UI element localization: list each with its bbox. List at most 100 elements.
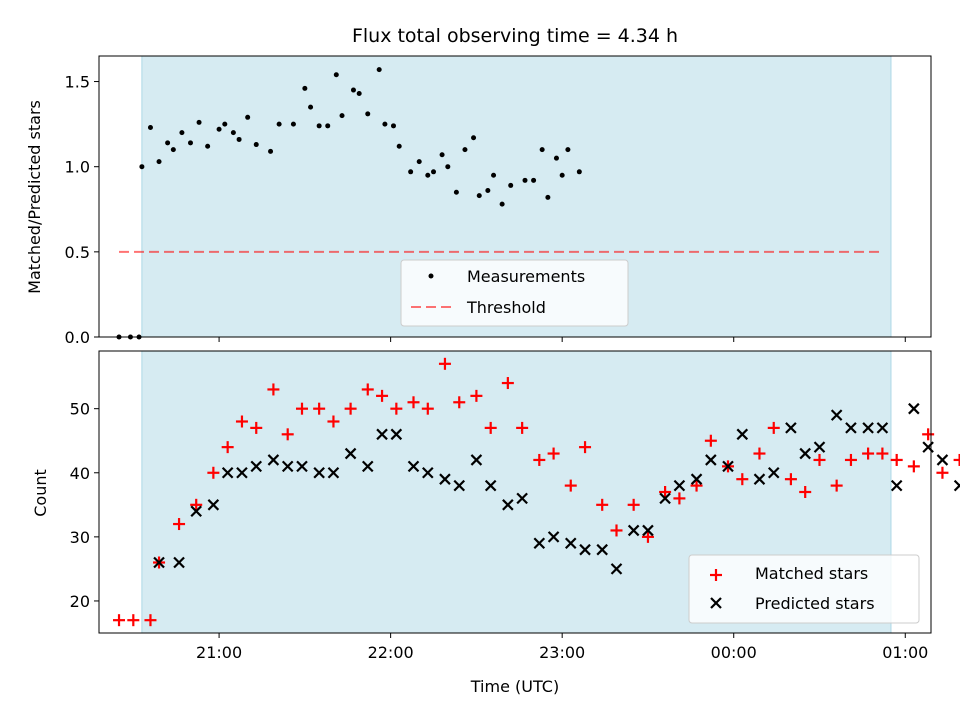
predicted-star-point (250, 460, 263, 473)
matched-stars-series (113, 357, 960, 627)
predicted-star-point (690, 473, 703, 485)
matched-star-point (673, 492, 686, 505)
matched-star-point (344, 402, 357, 415)
matched-star-point (690, 479, 703, 492)
top-y-tick-label: 0.5 (65, 243, 90, 262)
top-y-tick-label: 1.5 (65, 73, 90, 92)
matched-star-point (610, 524, 623, 537)
measurement-point (308, 104, 314, 110)
predicted-star-point (722, 460, 734, 473)
top-legend: Measurements Threshold (400, 259, 629, 327)
predicted-star-point (627, 524, 640, 537)
matched-star-point (470, 389, 483, 402)
measurement-point (230, 130, 236, 136)
matched-star-point (207, 466, 220, 479)
measurement-point (576, 169, 582, 175)
chart-title: Flux total observing time = 4.34 h (352, 25, 678, 47)
measurement-point (559, 172, 565, 178)
measurement-point (302, 85, 308, 91)
legend-measurements: Measurements (467, 267, 585, 286)
matched-star-point (190, 498, 203, 511)
matched-star-point (704, 434, 717, 447)
predicted-star-point (221, 466, 234, 479)
legend-predicted-stars: Predicted stars (755, 594, 875, 613)
predicted-star-point (785, 422, 797, 434)
matched-star-point (844, 453, 857, 466)
bottom-x-axis: 21:00 22:00 23:00 00:00 01:00 (196, 633, 928, 662)
measurement-point (531, 177, 537, 183)
predicted-star-point (830, 409, 843, 421)
bottom-y-tick-label: 40 (70, 464, 90, 483)
predicted-star-point (547, 531, 560, 543)
bottom-x-tick-label: 21:00 (196, 643, 242, 662)
measurement-point (365, 111, 371, 117)
bottom-x-tick-label: 01:00 (882, 643, 928, 662)
predicted-star-point (502, 499, 514, 511)
bottom-x-tick-label: 23:00 (539, 643, 585, 662)
top-x-ticks (218, 337, 906, 342)
predicted-star-point (642, 524, 654, 537)
matched-star-point (438, 357, 451, 370)
matched-star-point (376, 389, 389, 402)
measurements-legend-marker (428, 273, 434, 279)
legend-threshold: Threshold (466, 298, 546, 317)
measurement-point (205, 143, 211, 149)
measurement-point (179, 130, 185, 136)
matched-star-point (501, 377, 514, 390)
bottom-legend: Matched stars Predicted stars (688, 554, 920, 624)
matched-star-point (936, 466, 949, 479)
matched-star-point (907, 460, 920, 473)
measurement-point (396, 143, 402, 149)
predicted-star-point (564, 537, 577, 550)
predicted-star-point (596, 543, 608, 556)
predicted-star-point (516, 492, 528, 505)
measurement-point (316, 123, 322, 129)
predicted-star-point (376, 428, 388, 441)
matched-star-point (361, 383, 374, 396)
predicted-star-point (736, 428, 749, 441)
measurement-point (522, 177, 528, 183)
top-y-axis-label: Matched/Predicted stars (25, 100, 44, 294)
bottom-y-tick-label: 50 (70, 400, 90, 419)
measurement-point (539, 147, 545, 153)
matched-star-point (295, 402, 308, 415)
measurement-point (565, 147, 571, 153)
bottom-axes-frame (98, 350, 932, 634)
measurement-point (462, 147, 468, 153)
bottom-y-tick-label: 30 (70, 528, 90, 547)
measurement-point (196, 119, 202, 125)
measurement-point (333, 72, 339, 78)
predicted-star-point (344, 447, 357, 460)
matched-star-point (113, 614, 126, 627)
matched-star-point (641, 530, 654, 543)
predicted-star-point (813, 441, 826, 453)
bottom-y-tick-label: 20 (70, 592, 90, 611)
bottom-y-axis: 20 30 40 50 (70, 400, 99, 611)
predicted-star-point (407, 460, 420, 473)
matched-star-point (579, 441, 592, 454)
top-y-tick-label: 1.0 (65, 158, 90, 177)
matched-star-point (221, 441, 234, 454)
top-y-axis: 0.0 0.5 1.0 1.5 (65, 73, 99, 347)
bottom-x-tick-label: 22:00 (368, 643, 414, 662)
top-legend-box (400, 259, 629, 327)
predicted-star-point (390, 428, 403, 441)
matched-star-point (953, 453, 960, 466)
measurement-point (382, 121, 388, 127)
measurement-point (245, 114, 251, 120)
measurement-point (508, 182, 514, 188)
measurement-point (165, 140, 171, 146)
bottom-legend-box (688, 554, 920, 624)
measurement-point (476, 193, 482, 199)
matched-star-point (453, 396, 466, 409)
matched-star-point (327, 415, 340, 428)
measurement-point (276, 121, 282, 127)
matched-star-point (799, 486, 812, 498)
measurement-point (439, 152, 445, 158)
matched-star-point (235, 415, 248, 428)
measurement-point (170, 147, 176, 153)
matched-star-point (830, 479, 843, 492)
bottom-y-axis-label: Count (31, 469, 50, 517)
predicted-star-point (767, 466, 780, 479)
